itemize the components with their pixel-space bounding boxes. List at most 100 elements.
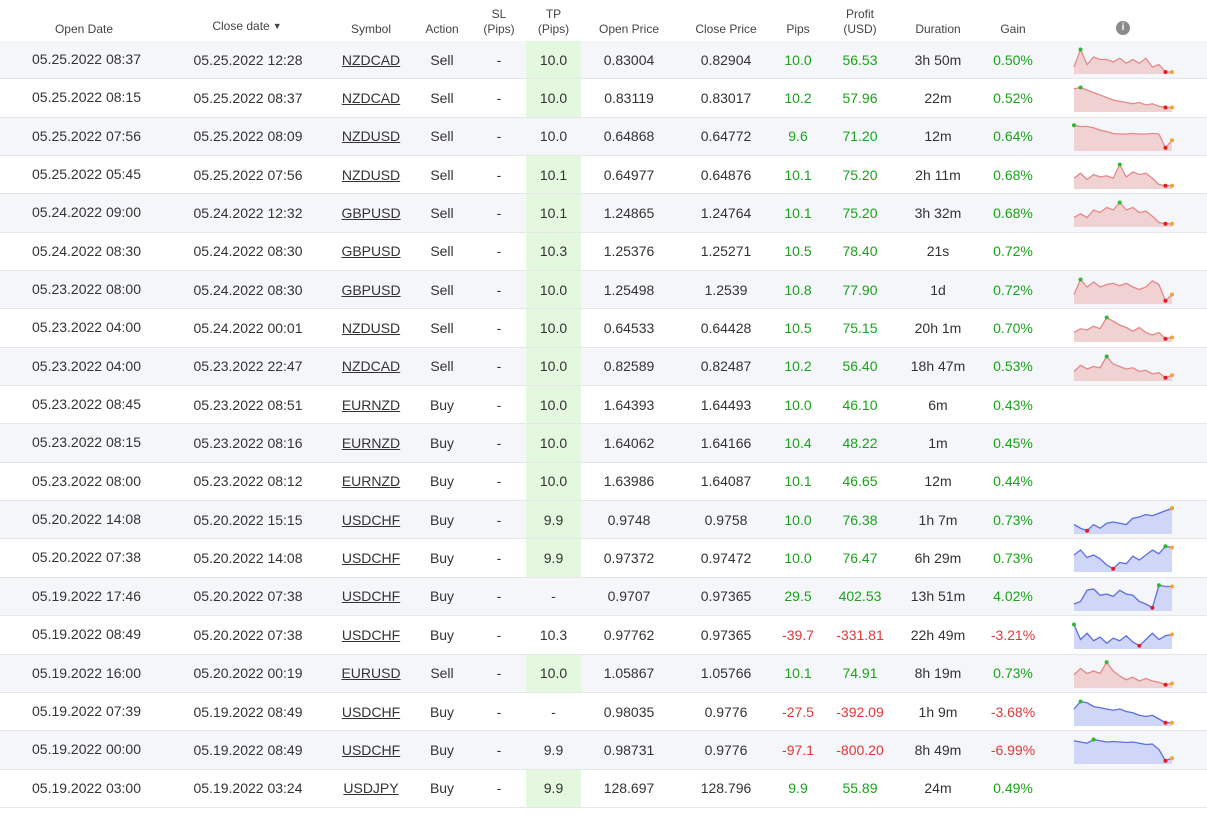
tp-cell: 10.0 [526, 271, 581, 309]
table-row[interactable]: 05.23.2022 08:15 05.23.2022 08:16 EURNZD Bu… [0, 424, 1207, 463]
symbol-link-text[interactable]: GBPUSD [341, 281, 401, 298]
symbol-link-text[interactable]: NZDCAD [341, 51, 401, 68]
info-icon[interactable]: i [1116, 21, 1130, 35]
table-row[interactable]: 05.19.2022 00:00 05.19.2022 08:49 USDCHF Bu… [0, 731, 1207, 770]
table-row[interactable]: 05.20.2022 14:08 05.20.2022 15:15 USDCHF Bu… [0, 501, 1207, 540]
table-row[interactable]: 05.25.2022 08:37 05.25.2022 12:28 NZDCAD Se… [0, 41, 1207, 80]
col-open-date[interactable]: Open Date [28, 0, 140, 41]
gain-cell: 0.73% [993, 511, 1033, 528]
gain-cell: 0.64% [993, 128, 1033, 145]
col-pips-label: Pips [786, 22, 810, 36]
table-row[interactable]: 05.25.2022 08:15 05.25.2022 08:37 NZDCAD Se… [0, 79, 1207, 118]
gain-cell: 0.52% [993, 90, 1033, 107]
symbol-link-text[interactable]: USDCHF [341, 626, 401, 643]
sparkline-min-dot [1111, 567, 1116, 572]
col-open-price[interactable]: Open Price [586, 0, 672, 41]
symbol-link-text[interactable]: NZDUSD [341, 320, 401, 337]
symbol-link: USDCHF [334, 578, 408, 615]
symbol-link-text[interactable]: EURNZD [341, 435, 401, 452]
symbol-link-text[interactable]: USDCHF [341, 550, 401, 567]
sparkline-max-dot [1091, 737, 1096, 742]
col-tp[interactable]: TP (Pips) [526, 0, 581, 41]
pips-cell: 10.8 [784, 281, 812, 298]
close-price-cell: 1.25271 [700, 243, 752, 260]
sparkline-min-dot [1163, 298, 1168, 303]
col-profit[interactable]: Profit (USD) [826, 0, 894, 41]
equity-sparkline [1073, 277, 1174, 305]
symbol-link-text[interactable]: NZDCAD [341, 90, 401, 107]
close-date-cell: 05.23.2022 08:51 [193, 396, 303, 413]
duration-cell: 8h 49m [914, 741, 962, 758]
close-date-cell: 05.24.2022 12:32 [193, 205, 303, 222]
table-row[interactable]: 05.19.2022 16:00 05.20.2022 00:19 EURUSD Se… [0, 654, 1207, 693]
profit-cell: 56.53 [842, 51, 878, 68]
col-pips[interactable]: Pips [774, 0, 822, 41]
table-row[interactable]: 05.19.2022 03:00 05.19.2022 03:24 USDJPY Bu… [0, 769, 1207, 808]
pips-cell: 10.0 [784, 511, 812, 528]
table-row[interactable]: 05.23.2022 08:00 05.24.2022 08:30 GBPUSD Se… [0, 271, 1207, 310]
table-header: Open Date Close date ▼ Symbol Action SL (P… [0, 0, 1207, 42]
col-action[interactable]: Action [416, 0, 468, 41]
pips-cell: 10.0 [784, 396, 812, 413]
profit-cell: 76.47 [842, 550, 878, 567]
table-row[interactable]: 05.19.2022 08:49 05.20.2022 07:38 USDCHF Bu… [0, 616, 1207, 655]
col-close-price[interactable]: Close Price [683, 0, 769, 41]
symbol-link-text[interactable]: NZDUSD [341, 128, 401, 145]
symbol-link-text[interactable]: NZDCAD [341, 358, 401, 375]
table-row[interactable]: 05.19.2022 17:46 05.20.2022 07:38 USDCHF Bu… [0, 577, 1207, 617]
pips-cell: 10.2 [784, 90, 812, 107]
symbol-link-text[interactable]: USDCHF [341, 703, 401, 720]
table-row[interactable]: 05.23.2022 04:00 05.23.2022 22:47 NZDCAD Se… [0, 347, 1207, 387]
open-price-cell: 0.9707 [607, 588, 651, 605]
profit-cell: 46.65 [842, 473, 878, 490]
profit-cell: -392.09 [836, 703, 884, 720]
open-price-cell: 0.98731 [603, 741, 655, 758]
table-row[interactable]: 05.24.2022 09:00 05.24.2022 12:32 GBPUSD Se… [0, 194, 1207, 233]
col-symbol[interactable]: Symbol [334, 0, 408, 41]
col-gain[interactable]: Gain [980, 0, 1046, 41]
symbol-link-text[interactable]: USDCHF [341, 511, 401, 528]
table-row[interactable]: 05.19.2022 07:39 05.19.2022 08:49 USDCHF Bu… [0, 693, 1207, 732]
action-cell: Buy [429, 473, 455, 490]
sparkline-last-dot [1170, 373, 1174, 377]
symbol-link-text[interactable]: EURNZD [341, 473, 401, 490]
col-sl-label: SL (Pips) [483, 7, 514, 37]
sparkline-max-dot [1078, 85, 1083, 90]
table-row[interactable]: 05.23.2022 08:45 05.23.2022 08:51 EURNZD Bu… [0, 386, 1207, 425]
col-symbol-label: Symbol [350, 22, 391, 36]
symbol-link-text[interactable]: GBPUSD [341, 243, 401, 260]
open-price-cell: 1.64062 [603, 435, 655, 452]
sparkline-line [1073, 87, 1172, 109]
duration-cell: 13h 51m [910, 588, 966, 605]
symbol-link-text[interactable]: GBPUSD [341, 205, 401, 222]
profit-cell: 46.10 [842, 396, 878, 413]
table-row[interactable]: 05.20.2022 07:38 05.20.2022 14:08 USDCHF Bu… [0, 539, 1207, 578]
symbol-link-text[interactable]: NZDUSD [341, 166, 401, 183]
table-row[interactable]: 05.23.2022 08:00 05.23.2022 08:12 EURNZD Bu… [0, 462, 1207, 502]
open-price-cell: 0.82589 [603, 358, 655, 375]
open-price-cell: 0.97372 [603, 550, 655, 567]
close-date-cell: 05.19.2022 03:24 [193, 780, 303, 797]
symbol-link-text[interactable]: USDCHF [341, 741, 401, 758]
table-row[interactable]: 05.24.2022 08:30 05.24.2022 08:30 GBPUSD Se… [0, 232, 1207, 272]
symbol-link-text[interactable]: USDCHF [341, 588, 401, 605]
col-duration[interactable]: Duration [900, 0, 976, 41]
col-sl[interactable]: SL (Pips) [476, 0, 522, 41]
duration-cell: 1h 7m [918, 511, 958, 528]
sparkline-last-dot [1170, 756, 1174, 761]
sparkline-last-dot [1170, 681, 1174, 685]
sparkline-line [1073, 47, 1172, 73]
symbol-link-text[interactable]: USDJPY [343, 780, 399, 797]
sl-cell: - [496, 358, 502, 375]
table-row[interactable]: 05.25.2022 05:45 05.25.2022 07:56 NZDUSD Se… [0, 156, 1207, 195]
close-price-cell: 1.24764 [700, 205, 752, 222]
table-row[interactable]: 05.23.2022 04:00 05.24.2022 00:01 NZDUSD Se… [0, 309, 1207, 348]
close-price-cell: 0.9758 [704, 511, 748, 528]
symbol-link-text[interactable]: EURNZD [341, 396, 401, 413]
col-close-date[interactable]: Close date ▼ [194, 0, 300, 41]
table-row[interactable]: 05.25.2022 07:56 05.25.2022 08:09 NZDUSD Se… [0, 117, 1207, 157]
equity-sparkline [1073, 659, 1174, 688]
tp-cell: 10.0 [526, 41, 581, 79]
duration-cell: 2h 11m [915, 166, 961, 183]
symbol-link-text[interactable]: EURUSD [341, 665, 401, 682]
